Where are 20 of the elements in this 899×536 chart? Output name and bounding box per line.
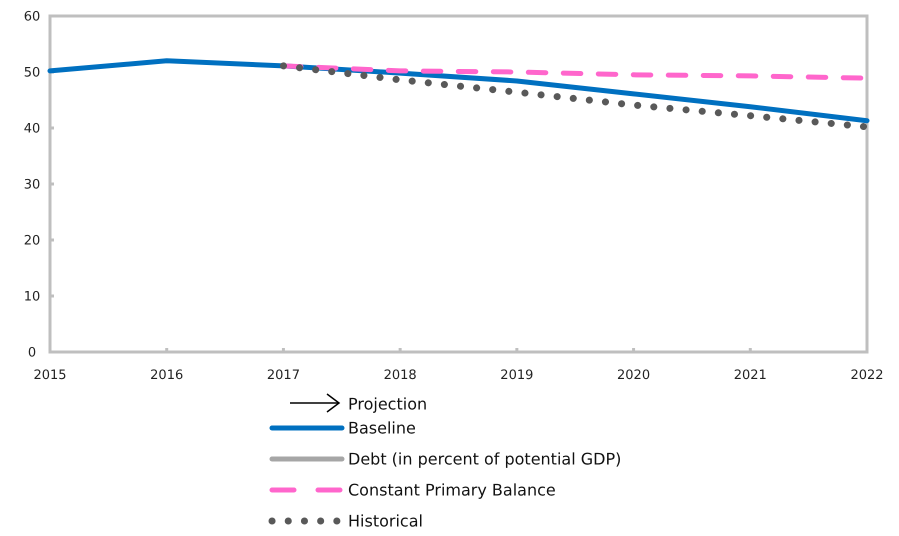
x-tick-label: 2019 [500,368,534,383]
legend-label: Baseline [348,418,416,438]
legend-label: Debt (in percent of potential GDP) [348,450,622,469]
y-tick-label: 30 [24,178,40,193]
y-tick-label: 0 [28,346,36,361]
x-tick-label: 2022 [850,368,884,383]
y-tick-label: 20 [24,234,40,249]
x-tick-label: 2021 [734,368,767,383]
y-tick-label: 40 [24,122,40,137]
x-tick-label: 2020 [617,368,650,383]
x-tick-label: 2015 [33,368,67,383]
legend-label: Constant Primary Balance [348,480,556,500]
legend-label: Historical [348,512,423,531]
x-tick-label: 2018 [384,368,417,383]
x-tick-label: 2017 [266,368,300,383]
x-tick-label: 2016 [150,368,184,383]
y-tick-label: 10 [24,290,40,305]
y-tick-label: 60 [24,10,40,25]
text: Projection [348,394,428,414]
y-tick-label: 50 [24,66,40,81]
